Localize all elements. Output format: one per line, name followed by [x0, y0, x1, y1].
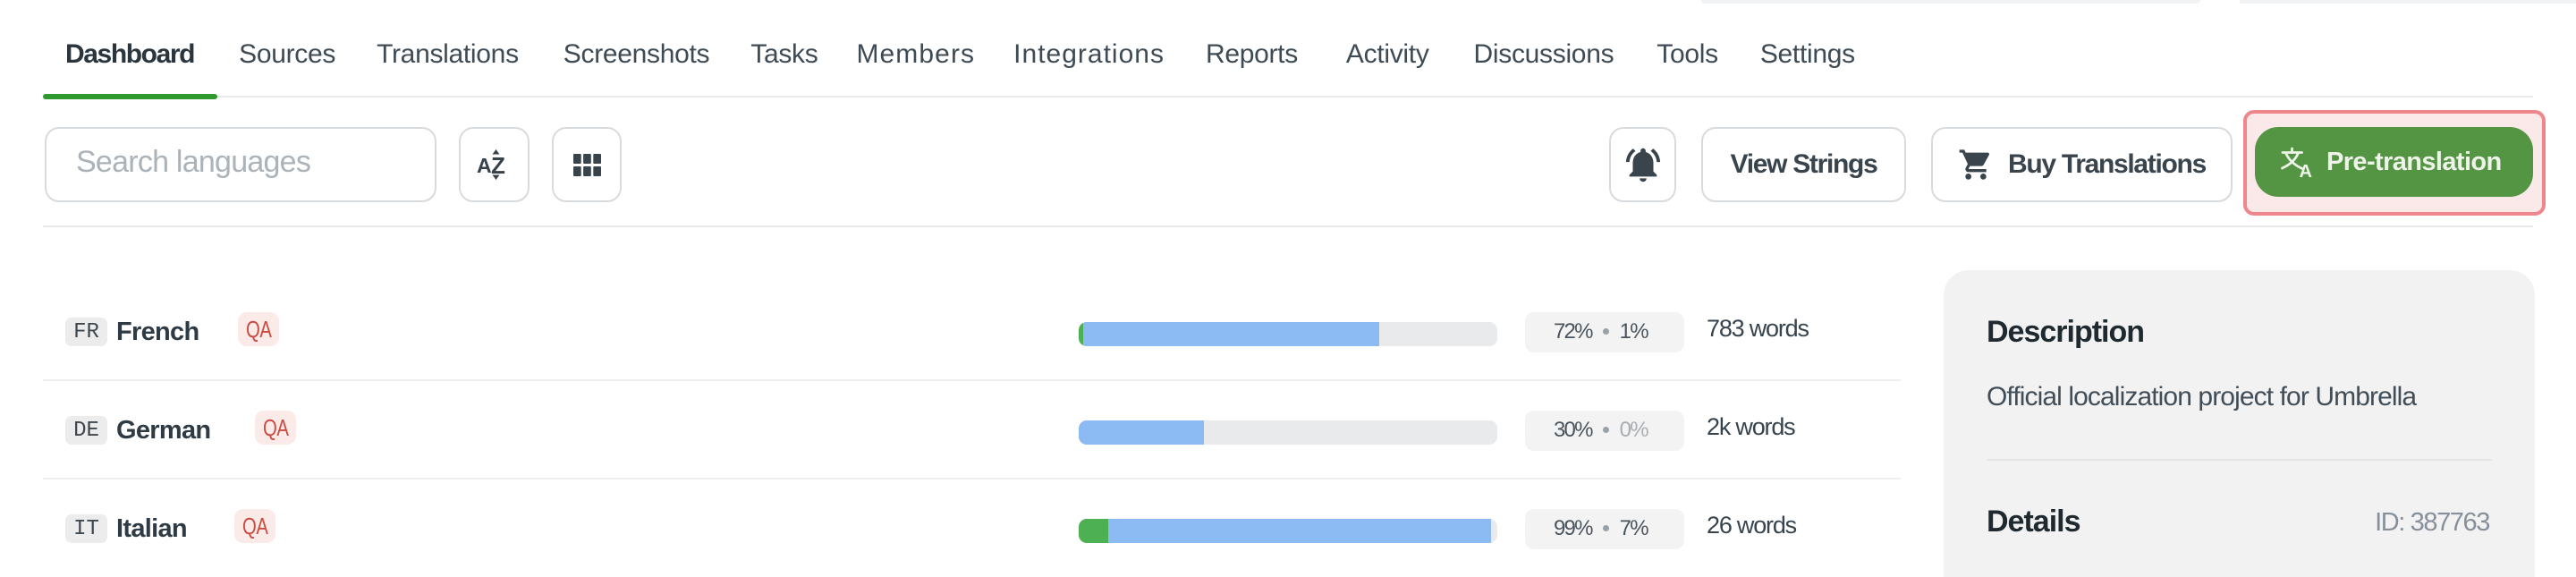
svg-text:A: A — [2300, 162, 2312, 178]
svg-text:A: A — [477, 154, 491, 177]
svg-text:Z: Z — [491, 152, 505, 179]
